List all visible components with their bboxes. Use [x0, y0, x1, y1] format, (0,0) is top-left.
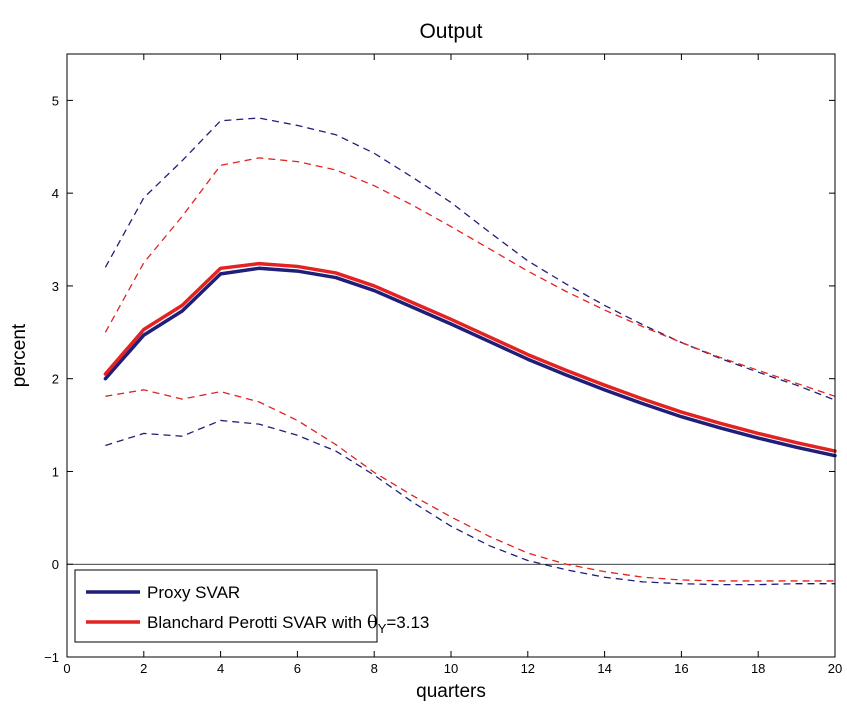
x-tick-label: 16	[674, 661, 688, 676]
x-tick-label: 6	[294, 661, 301, 676]
x-tick-label: 12	[521, 661, 535, 676]
tick-marks	[66, 54, 836, 658]
legend-label-bp-svar: Blanchard Perotti SVAR with θY=3.13	[147, 612, 429, 636]
series-line-bp-upper	[104, 157, 836, 397]
legend-label-proxy-svar: Proxy SVAR	[147, 583, 240, 602]
y-tick-labels: −1 0 1 2 3 4 5	[44, 93, 59, 665]
series-group	[103, 117, 837, 586]
legend-label-bp-prefix: Blanchard Perotti SVAR with	[147, 613, 367, 632]
theta-subscript: Y	[378, 621, 387, 636]
y-axis-title: percent	[9, 323, 30, 387]
x-tick-label: 20	[828, 661, 842, 676]
series-line-bp-lower	[105, 389, 835, 582]
x-tick-label: 8	[371, 661, 378, 676]
series-line-proxy-upper	[104, 117, 836, 401]
y-tick-label: 2	[52, 372, 59, 387]
series-line-proxy-svar	[103, 266, 837, 458]
x-tick-label: 0	[63, 661, 70, 676]
series-line-proxy-lower	[105, 419, 835, 586]
x-tick-labels: 0 2 4 6 8 10 12 14 16 18 20	[63, 661, 842, 676]
x-axis-title: quarters	[416, 681, 486, 702]
legend: Proxy SVAR Blanchard Perotti SVAR with θ…	[74, 569, 429, 643]
y-tick-label: −1	[44, 650, 59, 665]
x-tick-label: 18	[751, 661, 765, 676]
chart-title: Output	[419, 20, 482, 43]
x-tick-label: 2	[140, 661, 147, 676]
y-tick-label: 4	[52, 186, 59, 201]
y-tick-label: 5	[52, 93, 59, 108]
plot-area	[66, 53, 837, 658]
theta-value: =3.13	[386, 613, 429, 632]
y-tick-label: 3	[52, 279, 59, 294]
x-tick-label: 10	[444, 661, 458, 676]
series-line-bp-svar	[103, 261, 837, 453]
y-tick-label: 0	[52, 557, 59, 572]
y-tick-label: 1	[52, 464, 59, 479]
legend-box	[74, 569, 378, 643]
x-tick-label: 4	[217, 661, 224, 676]
x-tick-label: 14	[597, 661, 611, 676]
theta-symbol: θ	[367, 612, 378, 633]
